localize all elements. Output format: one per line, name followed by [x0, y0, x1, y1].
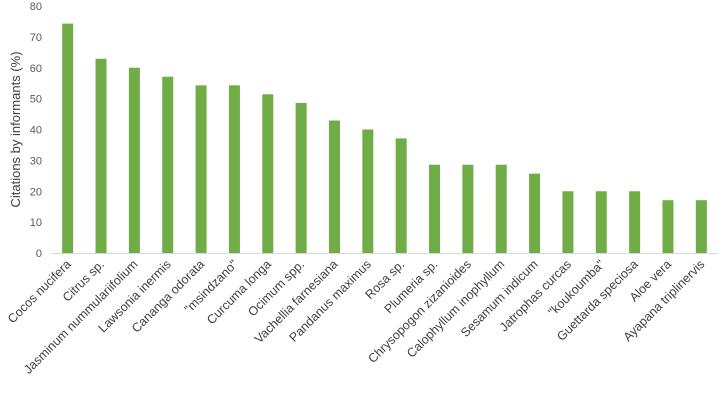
bar	[695, 200, 707, 253]
y-tick-label: 50	[30, 94, 42, 106]
bar	[462, 164, 474, 253]
y-tick-label: 80	[30, 1, 42, 13]
bars	[62, 23, 707, 253]
bar	[295, 102, 307, 253]
bar	[395, 138, 407, 253]
y-tick-label: 70	[30, 32, 42, 44]
bar	[495, 164, 507, 253]
y-tick-label: 20	[30, 186, 42, 198]
bar	[195, 85, 207, 253]
bar	[529, 173, 541, 253]
bar	[262, 94, 274, 253]
bar	[162, 76, 174, 253]
y-tick-label: 40	[30, 125, 42, 137]
bar	[562, 191, 574, 253]
y-tick-label: 30	[30, 155, 42, 167]
y-axis-ticks: 0 10 20 30 40 50 60 70 80	[30, 1, 42, 260]
y-axis-title: Citations by informants (%)	[8, 51, 23, 207]
bar	[228, 85, 240, 253]
bar	[328, 120, 340, 253]
bar	[128, 67, 140, 253]
bar	[629, 191, 641, 253]
y-tick-label: 60	[30, 63, 42, 75]
y-tick-label: 10	[30, 217, 42, 229]
bar	[662, 200, 674, 253]
bar	[62, 23, 74, 253]
bar	[429, 164, 441, 253]
bar	[95, 58, 107, 253]
bar	[595, 191, 607, 253]
bar	[362, 129, 374, 253]
y-tick-label: 0	[36, 248, 42, 260]
